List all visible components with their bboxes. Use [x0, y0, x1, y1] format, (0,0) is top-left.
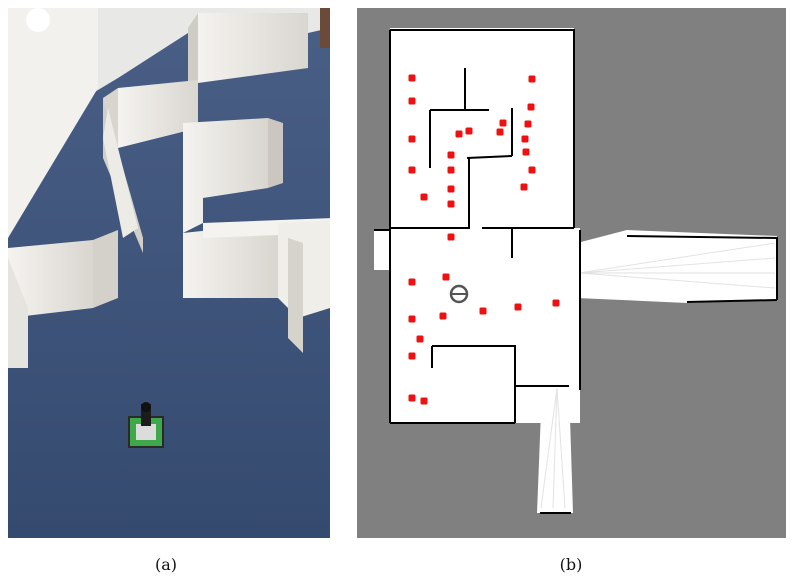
robot	[128, 402, 164, 448]
map-walls	[374, 29, 778, 514]
map-marker	[408, 278, 416, 286]
map-marker	[442, 273, 450, 281]
maze-partitions	[8, 13, 330, 368]
map-marker	[499, 119, 507, 127]
map-marker	[447, 166, 455, 174]
caption-a: (a)	[154, 555, 178, 574]
door-frame	[320, 8, 330, 48]
lidar-rays	[540, 242, 776, 509]
map-marker	[408, 394, 416, 402]
map-marker	[455, 130, 463, 138]
map-marker	[408, 315, 416, 323]
map-marker	[528, 75, 536, 83]
map-marker	[447, 151, 455, 159]
map-marker	[416, 335, 424, 343]
map-marker	[420, 193, 428, 201]
map-marker	[479, 307, 487, 315]
map-marker	[408, 352, 416, 360]
map-marker	[527, 103, 535, 111]
robot-pose-marker	[449, 284, 469, 304]
map-marker	[514, 303, 522, 311]
map-marker	[447, 200, 455, 208]
occupancy-map-graphic	[357, 8, 786, 538]
map-marker	[408, 74, 416, 82]
maze-photo-illustration	[8, 8, 330, 538]
map-marker	[521, 135, 529, 143]
map-marker	[496, 128, 504, 136]
marker-layer	[408, 74, 560, 405]
ceiling-light	[26, 8, 50, 32]
map-marker	[408, 135, 416, 143]
map-marker	[408, 97, 416, 105]
map-marker	[420, 397, 428, 405]
map-marker	[447, 185, 455, 193]
occupancy-map	[357, 8, 786, 538]
maze-photo	[8, 8, 330, 538]
caption-b: (b)	[559, 555, 583, 574]
map-marker	[522, 148, 530, 156]
map-marker	[528, 166, 536, 174]
map-marker	[465, 127, 473, 135]
map-marker	[524, 120, 532, 128]
map-marker	[408, 166, 416, 174]
map-marker	[552, 299, 560, 307]
map-marker	[520, 183, 528, 191]
map-marker	[439, 312, 447, 320]
map-marker	[447, 233, 455, 241]
